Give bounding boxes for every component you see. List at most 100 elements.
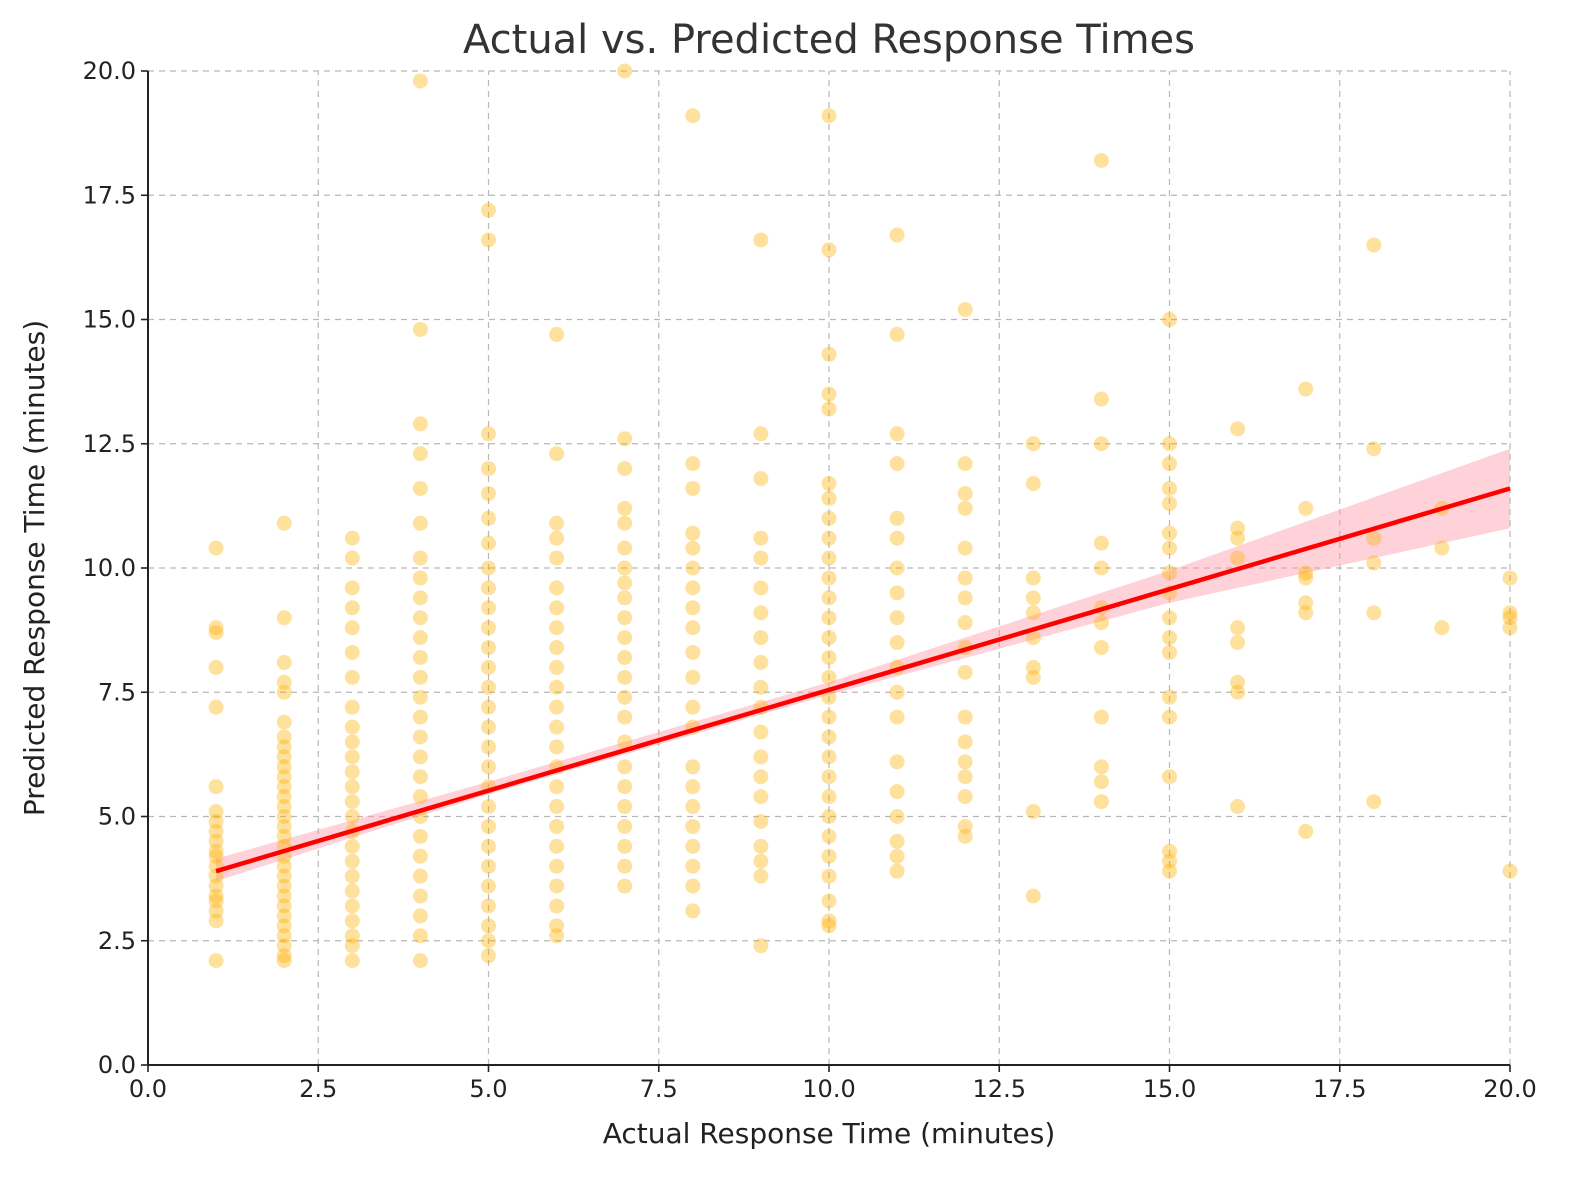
scatter-point — [685, 699, 701, 715]
scatter-point — [276, 769, 292, 785]
scatter-point — [412, 550, 428, 566]
scatter-point — [481, 679, 496, 695]
scatter-point — [412, 888, 428, 904]
scatter-point — [753, 605, 769, 621]
scatter-point — [1298, 570, 1314, 586]
scatter-point — [344, 913, 360, 929]
scatter-point — [481, 799, 496, 815]
scatter-point — [1025, 476, 1041, 492]
scatter-point — [549, 699, 565, 715]
y-tick-label: 15.0 — [83, 306, 136, 334]
scatter-point — [753, 654, 769, 670]
scatter-point — [957, 789, 973, 805]
scatter-point — [1162, 525, 1177, 541]
scatter-point — [481, 719, 496, 735]
scatter-point — [1162, 709, 1177, 725]
scatter-point — [617, 799, 633, 815]
scatter-point — [821, 476, 837, 492]
scatter-point — [344, 953, 360, 969]
scatter-point — [412, 321, 428, 337]
scatter-point — [344, 898, 360, 914]
x-axis-label: Actual Response Time (minutes) — [603, 1117, 1056, 1150]
scatter-point — [957, 754, 973, 770]
scatter-point — [617, 560, 633, 576]
y-tick-label: 17.5 — [83, 181, 136, 209]
scatter-point — [412, 630, 428, 646]
scatter-point — [753, 838, 769, 854]
scatter-point — [344, 600, 360, 616]
scatter-point — [685, 858, 701, 874]
scatter-point — [1093, 709, 1109, 725]
scatter-point — [753, 724, 769, 740]
scatter-point — [957, 485, 973, 501]
scatter-point — [549, 719, 565, 735]
scatter-point — [821, 913, 837, 929]
scatter-point — [1162, 456, 1177, 472]
x-tick-label: 0.0 — [129, 1075, 167, 1103]
scatter-point — [412, 416, 428, 432]
scatter-point — [889, 560, 905, 576]
scatter-point — [412, 709, 428, 725]
y-tick-label: 0.0 — [98, 1051, 136, 1079]
scatter-point — [957, 664, 973, 680]
scatter-point — [412, 729, 428, 745]
y-axis-label: Predicted Response Time (minutes) — [18, 320, 51, 816]
scatter-point — [276, 868, 292, 884]
scatter-point — [753, 853, 769, 869]
scatter-point — [617, 590, 633, 606]
scatter-point — [1298, 381, 1314, 397]
scatter-point — [549, 928, 565, 944]
scatter-point — [208, 893, 224, 909]
scatter-point — [1230, 674, 1246, 690]
scatter-point — [481, 640, 496, 656]
scatter-point — [1298, 565, 1314, 581]
scatter-point — [685, 644, 701, 660]
scatter-point — [208, 888, 224, 904]
scatter-point — [412, 446, 428, 462]
scatter-point — [276, 759, 292, 775]
scatter-point — [685, 480, 701, 496]
scatter-point — [821, 630, 837, 646]
y-tick-label: 7.5 — [98, 678, 136, 706]
scatter-point — [889, 227, 905, 243]
scatter-point — [821, 769, 837, 785]
x-tick-label: 15.0 — [1143, 1075, 1196, 1103]
scatter-point — [344, 809, 360, 824]
scatter-point — [549, 838, 565, 854]
scatter-point — [276, 799, 292, 815]
scatter-point — [821, 649, 837, 665]
scatter-point — [889, 456, 905, 472]
scatter-point — [481, 759, 496, 775]
x-tick-label: 7.5 — [640, 1075, 678, 1103]
scatter-point — [412, 749, 428, 765]
scatter-point — [1093, 436, 1109, 452]
scatter-point — [344, 883, 360, 899]
scatter-point — [617, 649, 633, 665]
scatter-point — [821, 590, 837, 606]
scatter-point — [1162, 769, 1177, 785]
scatter-point — [1366, 605, 1382, 621]
scatter-point — [412, 769, 428, 785]
scatter-point — [1093, 615, 1109, 631]
grid-lines — [148, 70, 1511, 1065]
scatter-point — [821, 401, 837, 417]
scatter-point — [481, 580, 496, 596]
scatter-point — [1162, 610, 1177, 626]
scatter-point — [957, 734, 973, 750]
scatter-point — [549, 580, 565, 596]
scatter-point — [1162, 312, 1177, 327]
scatter-point — [549, 326, 565, 342]
scatter-point — [889, 784, 905, 800]
scatter-point — [753, 938, 769, 954]
scatter-point — [481, 948, 496, 964]
scatter-point — [481, 878, 496, 894]
scatter-point — [412, 610, 428, 626]
y-tick-label: 10.0 — [83, 554, 136, 582]
scatter-point — [1366, 530, 1382, 546]
scatter-point — [208, 659, 224, 675]
scatter-point — [481, 918, 496, 934]
scatter-point — [753, 789, 769, 805]
scatter-point — [821, 918, 837, 934]
scatter-point — [821, 689, 837, 705]
